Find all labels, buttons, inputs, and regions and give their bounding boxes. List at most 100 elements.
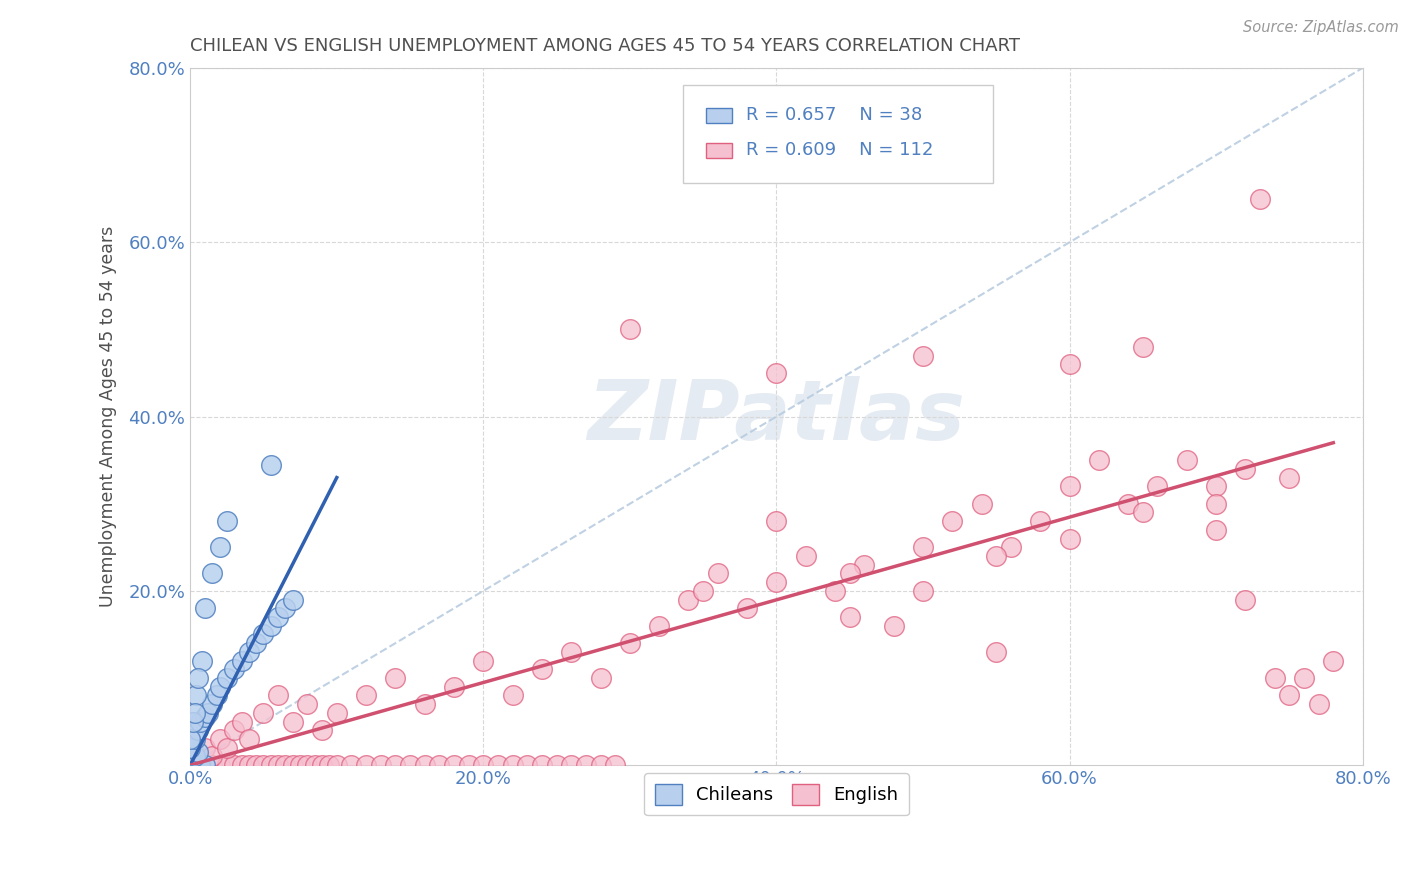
Point	[1234, 592, 1257, 607]
Point	[1234, 462, 1257, 476]
Point	[735, 601, 758, 615]
Point	[619, 636, 641, 650]
Point	[1308, 697, 1330, 711]
Point	[238, 645, 260, 659]
Point	[1205, 523, 1227, 537]
Point	[179, 754, 201, 768]
Point	[274, 601, 297, 615]
Point	[281, 592, 304, 607]
Text: R = 0.657    N = 38: R = 0.657 N = 38	[747, 106, 922, 124]
Point	[824, 583, 846, 598]
Point	[707, 566, 730, 581]
Point	[443, 680, 465, 694]
Point	[186, 671, 208, 685]
Point	[186, 723, 208, 738]
Point	[186, 745, 208, 759]
Point	[1059, 479, 1081, 493]
Text: CHILEAN VS ENGLISH UNEMPLOYMENT AMONG AGES 45 TO 54 YEARS CORRELATION CHART: CHILEAN VS ENGLISH UNEMPLOYMENT AMONG AG…	[190, 37, 1021, 55]
Legend: Chileans, English: Chileans, English	[644, 773, 908, 815]
Point	[179, 758, 201, 772]
Point	[201, 758, 224, 772]
FancyBboxPatch shape	[683, 86, 993, 183]
Point	[304, 758, 326, 772]
Point	[1132, 340, 1154, 354]
Point	[911, 583, 934, 598]
Point	[201, 697, 224, 711]
Point	[183, 749, 205, 764]
Text: R = 0.609    N = 112: R = 0.609 N = 112	[747, 141, 934, 160]
Point	[1278, 470, 1301, 484]
Point	[197, 706, 219, 720]
Point	[267, 610, 290, 624]
Point	[794, 549, 817, 563]
Text: Source: ZipAtlas.com: Source: ZipAtlas.com	[1243, 20, 1399, 35]
Point	[194, 710, 217, 724]
Point	[215, 740, 238, 755]
Point	[238, 758, 260, 772]
Point	[224, 723, 246, 738]
Point	[1249, 192, 1271, 206]
Point	[1278, 689, 1301, 703]
Point	[224, 758, 246, 772]
Point	[252, 758, 274, 772]
Point	[260, 758, 283, 772]
Point	[191, 654, 214, 668]
Point	[215, 758, 238, 772]
Point	[186, 758, 208, 772]
Point	[560, 758, 582, 772]
Point	[1059, 532, 1081, 546]
Point	[194, 740, 217, 755]
Point	[260, 619, 283, 633]
Point	[765, 575, 787, 590]
Point	[1029, 514, 1052, 528]
Point	[297, 758, 319, 772]
Point	[443, 758, 465, 772]
Point	[619, 322, 641, 336]
Point	[252, 627, 274, 641]
Point	[413, 697, 436, 711]
Point	[184, 689, 207, 703]
Point	[838, 610, 860, 624]
Point	[215, 514, 238, 528]
Point	[1175, 453, 1198, 467]
Point	[238, 732, 260, 747]
Point	[179, 740, 201, 755]
Point	[288, 758, 311, 772]
Point	[502, 689, 524, 703]
Point	[208, 541, 231, 555]
Point	[1088, 453, 1111, 467]
Point	[208, 732, 231, 747]
Point	[692, 583, 714, 598]
Point	[370, 758, 392, 772]
Point	[208, 680, 231, 694]
Point	[1264, 671, 1286, 685]
Point	[231, 758, 253, 772]
Point	[190, 714, 212, 729]
Point	[1132, 506, 1154, 520]
Point	[546, 758, 568, 772]
Point	[311, 723, 333, 738]
Point	[1146, 479, 1168, 493]
Point	[589, 758, 612, 772]
Point	[201, 566, 224, 581]
Point	[340, 758, 363, 772]
Point	[413, 758, 436, 772]
Point	[911, 349, 934, 363]
Point	[560, 645, 582, 659]
Y-axis label: Unemployment Among Ages 45 to 54 years: Unemployment Among Ages 45 to 54 years	[100, 226, 117, 607]
Point	[765, 514, 787, 528]
Point	[231, 654, 253, 668]
Point	[1059, 357, 1081, 371]
Point	[457, 758, 479, 772]
Point	[201, 749, 224, 764]
Point	[384, 671, 406, 685]
Point	[183, 706, 205, 720]
Point	[1205, 497, 1227, 511]
Point	[224, 662, 246, 676]
Point	[194, 601, 217, 615]
Point	[678, 592, 700, 607]
Point	[186, 749, 208, 764]
Point	[575, 758, 598, 772]
Point	[260, 458, 283, 472]
Point	[1292, 671, 1315, 685]
